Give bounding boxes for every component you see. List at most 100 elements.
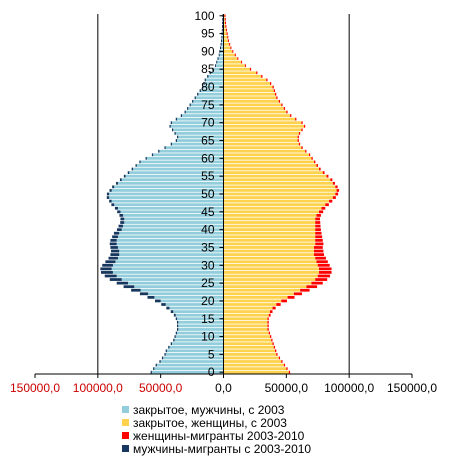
bar-men-age-29 xyxy=(111,267,224,271)
bar-women-migrants-age-16 xyxy=(268,313,271,317)
bar-women-migrants-age-92 xyxy=(229,42,231,46)
bar-men-age-18 xyxy=(169,306,224,310)
bar-men-migrants-age-56 xyxy=(127,171,130,175)
bar-men-age-71 xyxy=(177,117,224,121)
y-tick-label-90: 90 xyxy=(201,44,215,58)
bar-women-age-55 xyxy=(223,174,327,178)
bar-women-age-7 xyxy=(223,345,274,349)
bar-women-migrants-age-100 xyxy=(224,14,226,18)
bar-women-migrants-age-98 xyxy=(225,21,227,25)
bar-men-age-20 xyxy=(160,299,224,303)
bar-men-migrants-age-63 xyxy=(164,146,166,150)
bar-men-age-57 xyxy=(133,167,224,171)
bar-men-migrants-age-96 xyxy=(221,28,223,32)
bar-men-age-86 xyxy=(215,64,224,68)
bar-men-age-37 xyxy=(116,238,224,242)
bar-women-age-78 xyxy=(223,92,276,96)
bar-men-migrants-age-94 xyxy=(221,35,223,39)
bar-men-migrants-age-98 xyxy=(222,21,224,25)
bar-men-migrants-age-22 xyxy=(139,292,149,296)
bar-men-migrants-age-74 xyxy=(187,107,189,110)
bar-men-age-78 xyxy=(198,92,224,96)
bar-women-migrants-age-43 xyxy=(315,217,321,221)
bar-men-age-59 xyxy=(140,160,224,164)
bar-men-migrants-age-33 xyxy=(110,253,120,256)
bar-men-migrants-age-38 xyxy=(112,235,118,239)
bar-men-migrants-age-55 xyxy=(123,174,126,178)
legend-label-2: женщины-мигранты 2003-2010 xyxy=(133,429,305,443)
bar-men-age-44 xyxy=(122,213,224,217)
bar-men-age-47 xyxy=(114,203,224,207)
bar-women-migrants-age-64 xyxy=(298,142,301,146)
y-tick-label-75: 75 xyxy=(201,98,215,112)
bar-women-age-75 xyxy=(223,103,282,107)
bar-women-age-92 xyxy=(223,42,230,46)
bar-women-migrants-age-12 xyxy=(267,328,269,331)
bar-men-age-48 xyxy=(111,199,224,203)
bar-men-migrants-age-85 xyxy=(212,67,214,71)
bar-women-age-8 xyxy=(223,342,273,346)
bar-men-migrants-age-0 xyxy=(150,370,152,374)
bar-women-migrants-age-42 xyxy=(315,221,321,224)
bar-men-age-73 xyxy=(185,110,224,114)
bar-men-migrants-age-15 xyxy=(175,317,178,321)
bar-women-migrants-age-95 xyxy=(226,32,228,35)
bar-women-migrants-age-89 xyxy=(234,53,236,57)
bar-women-age-36 xyxy=(223,242,316,246)
bar-men-migrants-age-64 xyxy=(170,142,172,146)
bar-men-migrants-age-5 xyxy=(164,353,166,356)
bar-women-migrants-age-88 xyxy=(237,57,239,60)
bar-women-migrants-age-57 xyxy=(319,167,321,171)
bar-women-migrants-age-29 xyxy=(319,267,332,271)
bar-men-age-32 xyxy=(117,256,224,260)
bar-women-migrants-age-4 xyxy=(278,356,281,360)
bar-women-migrants-age-45 xyxy=(319,210,324,214)
bar-men-migrants-age-50 xyxy=(106,192,110,196)
bar-women-migrants-age-97 xyxy=(225,25,227,28)
bar-men-migrants-age-62 xyxy=(158,149,160,153)
bar-men-migrants-age-61 xyxy=(151,153,154,157)
bar-men-migrants-age-25 xyxy=(116,281,128,285)
bar-women-migrants-age-40 xyxy=(315,228,321,232)
bar-men-migrants-age-59 xyxy=(139,160,141,164)
bar-men-age-51 xyxy=(111,189,224,192)
bars xyxy=(100,14,340,374)
bar-women-migrants-age-74 xyxy=(283,107,286,110)
bar-women-age-5 xyxy=(223,353,277,356)
bar-men-migrants-age-48 xyxy=(109,199,112,203)
bar-men-age-43 xyxy=(124,217,224,221)
bar-men-age-91 xyxy=(220,46,224,50)
bar-men-age-2 xyxy=(156,363,224,367)
bar-men-age-53 xyxy=(117,181,224,185)
bar-women-migrants-age-0 xyxy=(288,370,291,374)
bar-men-migrants-age-53 xyxy=(116,181,118,185)
bar-men-age-72 xyxy=(182,114,224,117)
bar-women-age-89 xyxy=(223,53,235,57)
bar-women-migrants-age-94 xyxy=(227,35,229,39)
bar-men-age-28 xyxy=(112,271,224,274)
bar-men-age-85 xyxy=(213,67,224,71)
bar-men-age-50 xyxy=(109,192,224,196)
bar-women-migrants-age-26 xyxy=(315,278,328,281)
bar-women-age-54 xyxy=(223,178,331,182)
bar-men-migrants-age-28 xyxy=(100,271,113,274)
bar-women-age-23 xyxy=(223,288,301,292)
bar-men-migrants-age-84 xyxy=(209,71,211,75)
bar-men-age-54 xyxy=(121,178,224,182)
bar-men-migrants-age-76 xyxy=(192,99,194,103)
legend-label-1: закрытое, женщины, с 2003 xyxy=(133,416,287,430)
bar-women-age-62 xyxy=(223,149,306,153)
bar-women-age-58 xyxy=(223,164,317,167)
bar-men-migrants-age-2 xyxy=(155,363,157,367)
bar-men-age-23 xyxy=(140,288,224,292)
bar-women-migrants-age-65 xyxy=(297,139,299,142)
bar-women-age-49 xyxy=(223,196,333,199)
x-tick-label-6: 150000,0 xyxy=(387,381,437,395)
bar-women-migrants-age-77 xyxy=(276,96,278,100)
grid-lines xyxy=(97,14,350,374)
bar-men-migrants-age-3 xyxy=(159,360,161,363)
bar-women-migrants-age-56 xyxy=(322,171,325,175)
bar-men-migrants-age-70 xyxy=(170,121,172,125)
bar-men-migrants-age-30 xyxy=(102,263,113,267)
bar-women-migrants-age-46 xyxy=(321,206,326,210)
